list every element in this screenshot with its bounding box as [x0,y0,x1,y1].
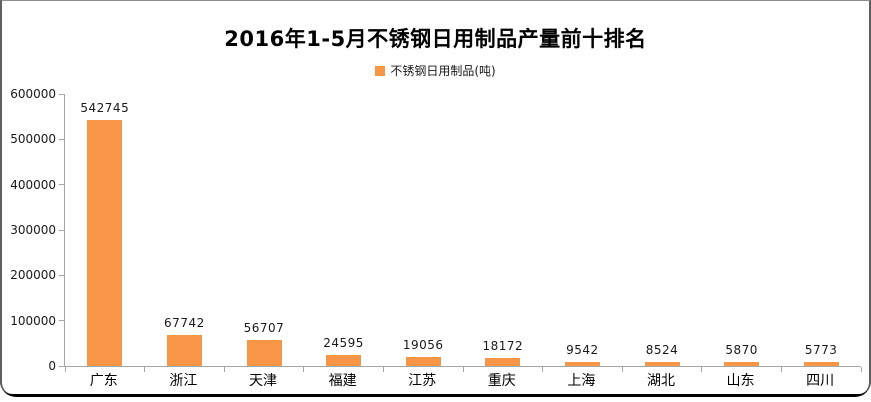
bar-value-label: 19056 [402,338,444,353]
x-category-label: 江苏 [408,373,437,389]
x-category-label: 广东 [89,373,118,389]
y-tick-mark [59,229,64,231]
bar-上海 [564,361,600,366]
y-tick-mark [59,138,64,140]
bar-重庆 [485,357,521,366]
bar-湖北 [644,362,680,366]
y-tick-label: 300000 [10,223,56,237]
bar-value-label: 5870 [725,343,758,357]
x-tick-mark [144,367,146,372]
x-tick-mark [621,367,623,372]
chart-title: 2016年1-5月不锈钢日用制品产量前十排名 [224,27,647,51]
y-tick-label: 500000 [10,132,56,147]
x-tick-mark [701,367,703,372]
y-tick-label: 400000 [10,177,56,192]
y-tick-mark [59,93,64,95]
x-tick-mark [780,367,782,372]
x-tick-mark [462,367,464,372]
bar-value-label: 8524 [645,343,679,357]
y-tick-label: 100000 [10,313,56,328]
x-category-label: 重庆 [487,373,516,389]
bar-value-label: 5773 [804,343,838,357]
bar-value-label: 542745 [80,100,130,115]
bar-浙江 [166,335,202,366]
y-tick-mark [59,320,64,322]
legend-label: 不锈钢日用制品(吨) [390,64,496,78]
y-axis-labels: 0 100000 200000 300000 400000 500000 600000 [2,87,56,373]
x-category-label: 四川 [806,373,835,389]
x-tick-mark [64,367,66,372]
legend: 不锈钢日用制品(吨) [2,62,869,79]
x-axis-labels: 广东 浙江 天津 福建 江苏 重庆 上海 湖北 山东 四川 [64,371,860,393]
x-tick-mark [382,367,384,372]
x-category-label: 福建 [328,373,357,389]
x-category-label: 浙江 [169,373,198,389]
y-tick-mark [59,184,64,186]
x-category-label: 天津 [248,373,277,389]
bar-value-label: 9542 [566,342,599,357]
bar-天津 [246,340,282,366]
bar-山东 [724,362,760,366]
y-tick-label: 200000 [10,268,56,283]
legend-swatch-icon [375,65,386,76]
y-tick-label: 0 [48,359,56,373]
x-tick-mark [542,367,544,372]
bar-广东 [87,119,123,366]
bar-江苏 [405,357,441,366]
bar-value-label: 56707 [243,321,285,336]
x-tick-mark [223,367,225,372]
bar-福建 [326,354,362,366]
bar-四川 [803,362,839,366]
bar-value-label: 18172 [482,338,524,353]
x-category-label: 上海 [567,373,596,389]
x-category-label: 山东 [726,373,755,389]
plot-area: 542745 67742 56707 24595 19056 18172 9542 8524 5… [59,93,862,372]
x-tick-mark [303,367,305,372]
y-tick-mark [59,365,64,367]
y-tick-mark [59,274,64,276]
x-category-label: 湖北 [646,373,675,389]
x-tick-mark [860,367,862,372]
bar-value-label: 24595 [323,335,364,350]
bar-value-label: 67742 [164,316,205,331]
y-tick-label: 600000 [10,87,56,101]
